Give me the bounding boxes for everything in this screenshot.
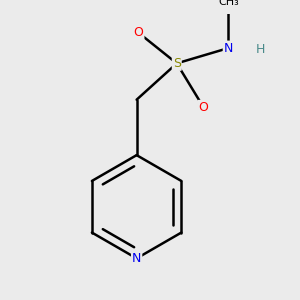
Text: N: N: [224, 42, 233, 55]
Text: N: N: [132, 252, 141, 265]
Text: CH₃: CH₃: [218, 0, 239, 7]
Text: O: O: [134, 26, 143, 39]
Text: H: H: [256, 44, 266, 56]
Text: S: S: [173, 57, 181, 70]
Text: O: O: [199, 101, 208, 114]
